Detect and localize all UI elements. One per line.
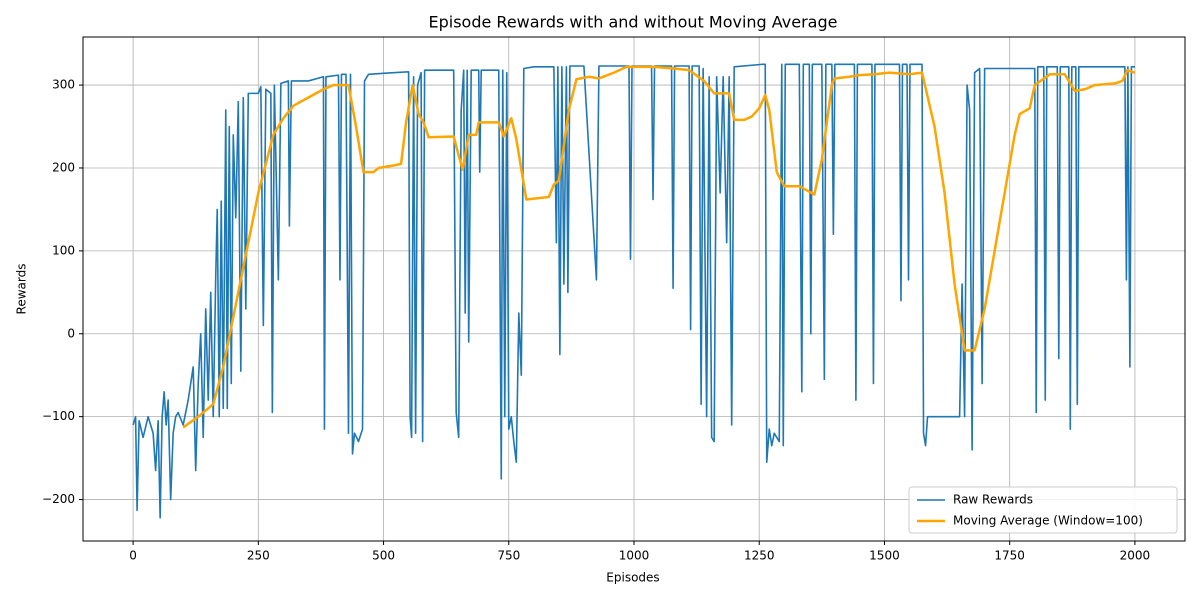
y-tick-label: −200 — [42, 492, 75, 506]
legend-box — [908, 486, 1178, 534]
legend: Raw Rewards Moving Average (Window=100) — [908, 486, 1178, 534]
y-tick-label: 0 — [67, 326, 75, 340]
legend-label: Raw Rewards — [953, 493, 1033, 507]
x-tick-label: 1250 — [744, 549, 775, 563]
x-tick-label: 0 — [129, 549, 137, 563]
x-tick-label: 500 — [372, 549, 395, 563]
x-tick-label: 2000 — [1120, 549, 1151, 563]
series-line — [182, 65, 1136, 429]
y-tick-label: 200 — [52, 160, 75, 174]
legend-label: Moving Average (Window=100) — [953, 514, 1143, 528]
x-tick-label: 750 — [497, 549, 520, 563]
y-axis-label: Rewards — [15, 264, 29, 315]
x-tick-label: 1500 — [869, 549, 900, 563]
x-tick-label: 1750 — [994, 549, 1025, 563]
chart-title: Episode Rewards with and without Moving … — [429, 13, 838, 32]
x-axis-label: Episodes — [606, 571, 659, 585]
y-tick-label: −100 — [42, 409, 75, 423]
y-tick-label: 100 — [52, 243, 75, 257]
y-tick-label: 300 — [52, 78, 75, 92]
x-tick-label: 250 — [247, 549, 270, 563]
plot-frame — [82, 36, 1186, 542]
series-line — [132, 63, 1135, 519]
x-tick-label: 1000 — [619, 549, 650, 563]
